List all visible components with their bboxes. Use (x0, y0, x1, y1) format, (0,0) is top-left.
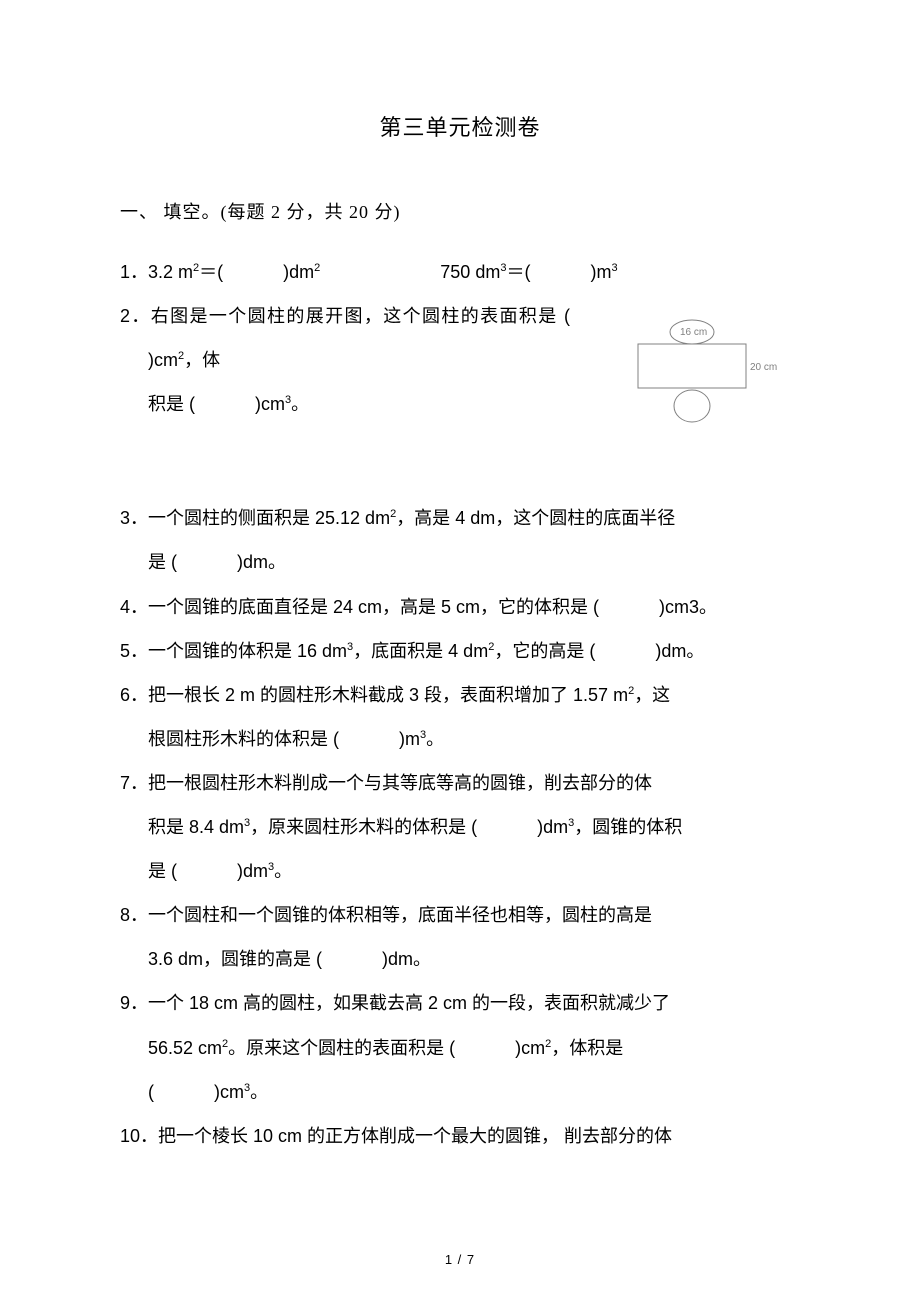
q1-text-a: 1．3.2 m (120, 262, 193, 282)
question-7: 7．把一根圆柱形木料削成一个与其等底等高的圆锥，削去部分的体 (120, 761, 800, 805)
question-3: 3．一个圆柱的侧面积是 25.12 dm2，高是 4 dm，这个圆柱的底面半径 (120, 496, 800, 540)
question-9-line2: 56.52 cm2。原来这个圆柱的表面积是 ()cm2，体积是 (120, 1026, 800, 1070)
page-title: 第三单元检测卷 (120, 110, 800, 142)
q7-text-e: ，圆锥的体积 (574, 817, 682, 837)
q9-text-h: 。 (250, 1082, 268, 1102)
q2-text-d: 积是 ( (148, 394, 195, 414)
q5-text-a: 5．一个圆锥的体积是 16 dm (120, 641, 347, 661)
q7-text-d: )dm (537, 817, 568, 837)
bottom-circle (674, 390, 710, 422)
q1-text-b: ＝( (199, 262, 223, 282)
q7-text-c: ，原来圆柱形木料的体积是 ( (250, 817, 477, 837)
q9-text-b: 56.52 cm (148, 1038, 222, 1058)
q2-text-b: )cm (148, 350, 178, 370)
question-10: 10．把一个棱长 10 cm 的正方体削成一个最大的圆锥， 削去部分的体 (120, 1114, 800, 1158)
q7-text-a: 7．把一根圆柱形木料削成一个与其等底等高的圆锥，削去部分的体 (120, 773, 652, 793)
q2-text-f: 。 (291, 394, 309, 414)
cylinder-net-diagram: 16 cm 20 cm (620, 318, 780, 438)
q1-text-c: )dm (283, 262, 314, 282)
sup-2: 2 (314, 262, 320, 274)
question-7-line3: 是 ()dm3。 (120, 849, 800, 893)
q8-text-c: )dm。 (382, 949, 431, 969)
q9-text-c: 。原来这个圆柱的表面积是 ( (228, 1038, 455, 1058)
question-9: 9．一个 18 cm 高的圆柱，如果截去高 2 cm 的一段，表面积就减少了 (120, 981, 800, 1025)
question-3-line2: 是 ( )dm。 (120, 540, 800, 584)
q7-text-g: )dm (237, 861, 268, 881)
q1-text-d: 750 dm (440, 262, 500, 282)
page-number: 1 / 7 (0, 1252, 920, 1267)
right-label: 20 cm (750, 362, 777, 373)
q7-text-h: 。 (274, 861, 292, 881)
cylinder-net-svg: 16 cm 20 cm (620, 318, 780, 438)
sup-3: 3 (611, 262, 617, 274)
question-9-line3: ()cm3。 (120, 1070, 800, 1114)
question-5: 5．一个圆锥的体积是 16 dm3，底面积是 4 dm2，它的高是 ()dm。 (120, 629, 800, 673)
question-6: 6．把一根长 2 m 的圆柱形木料截成 3 段，表面积增加了 1.57 m2，这 (120, 673, 800, 717)
q5-text-c: ，它的高是 ( (494, 641, 595, 661)
question-8: 8．一个圆柱和一个圆锥的体积相等，底面半径也相等，圆柱的高是 (120, 893, 800, 937)
q7-text-b: 积是 8.4 dm (148, 817, 244, 837)
q9-text-d: )cm (515, 1038, 545, 1058)
question-1: 1．3.2 m2＝()dm2750 dm3＝()m3 (120, 250, 800, 294)
question-6-line2: 根圆柱形木料的体积是 ()m3。 (120, 717, 800, 761)
q8-text-b: 3.6 dm，圆锥的高是 ( (148, 949, 322, 969)
question-4: 4．一个圆锥的底面直径是 24 cm，高是 5 cm，它的体积是 ( )cm3。 (120, 585, 800, 629)
q4-text-a: 4．一个圆锥的底面直径是 24 cm，高是 5 cm，它的体积是 ( (120, 597, 599, 617)
q7-text-f: 是 ( (148, 861, 177, 881)
q9-text-e: ，体积是 (551, 1038, 623, 1058)
q3-text-b: ，高是 4 dm，这个圆柱的底面半径 (396, 508, 675, 528)
q2-text-a: 2．右图是一个圆柱的展开图，这个圆柱的表面积是 ( (120, 306, 570, 326)
q9-text-g: )cm (214, 1082, 244, 1102)
q8-text-a: 8．一个圆柱和一个圆锥的体积相等，底面半径也相等，圆柱的高是 (120, 905, 652, 925)
q6-text-a: 6．把一根长 2 m 的圆柱形木料截成 3 段，表面积增加了 1.57 m (120, 685, 628, 705)
q2-text-e: )cm (255, 394, 285, 414)
top-label: 16 cm (680, 327, 707, 338)
q6-text-b: ，这 (634, 685, 670, 705)
q5-text-b: ，底面积是 4 dm (353, 641, 488, 661)
q1-text-e: ＝( (506, 262, 530, 282)
page: 第三单元检测卷 一、 填空。(每题 2 分，共 20 分) 1．3.2 m 2 ＝(… (0, 0, 920, 1303)
q3-text-d: )dm。 (237, 552, 286, 572)
question-8-line2: 3.6 dm，圆锥的高是 ( )dm。 (120, 937, 800, 981)
question-7-line2: 积是 8.4 dm3，原来圆柱形木料的体积是 ()dm3，圆锥的体积 (120, 805, 800, 849)
q5-text-d: )dm。 (655, 641, 704, 661)
q4-text-b: )cm3。 (659, 597, 717, 617)
side-rect (638, 344, 746, 388)
section-1-heading: 一、 填空。(每题 2 分，共 20 分) (120, 198, 800, 224)
q6-text-d: )m (399, 729, 420, 749)
q9-text-a: 9．一个 18 cm 高的圆柱，如果截去高 2 cm 的一段，表面积就减少了 (120, 993, 670, 1013)
q1-text-f: )m (590, 262, 611, 282)
q3-text-c: 是 ( (148, 552, 177, 572)
q9-text-f: ( (148, 1082, 154, 1102)
q6-text-c: 根圆柱形木料的体积是 ( (148, 729, 339, 749)
q2-text-c: ，体 (184, 350, 220, 370)
q6-text-e: 。 (426, 729, 444, 749)
q10-text-a: 10．把一个棱长 10 cm 的正方体削成一个最大的圆锥， 削去部分的体 (120, 1126, 672, 1146)
q3-text-a: 3．一个圆柱的侧面积是 25.12 dm (120, 508, 390, 528)
